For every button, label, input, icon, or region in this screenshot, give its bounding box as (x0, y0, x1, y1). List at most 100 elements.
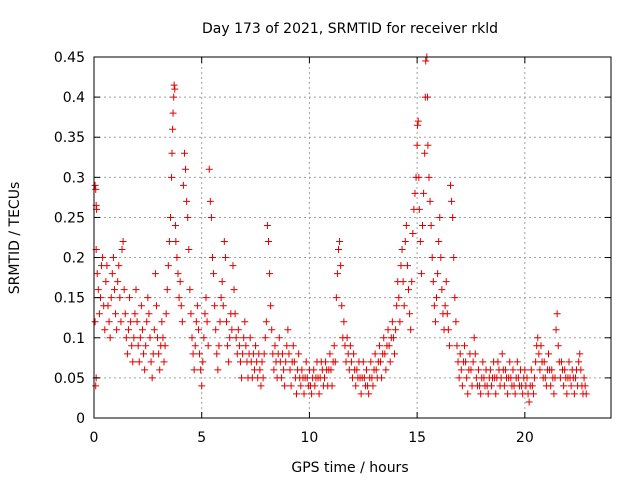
data-point (182, 165, 190, 173)
data-point (295, 350, 303, 358)
data-points (91, 53, 590, 406)
data-point (554, 342, 562, 350)
data-point (449, 213, 457, 221)
data-point (138, 326, 146, 334)
data-point (277, 374, 285, 382)
data-point (375, 342, 383, 350)
data-point (187, 310, 195, 318)
data-point (450, 254, 458, 262)
data-point (419, 221, 427, 229)
data-point (131, 310, 139, 318)
data-point (461, 342, 469, 350)
data-point (479, 358, 487, 366)
data-point (166, 213, 174, 221)
y-tick-label: 0.05 (54, 371, 85, 387)
data-point (310, 366, 318, 374)
data-point (110, 286, 118, 294)
data-point (396, 318, 404, 326)
data-point (136, 334, 144, 342)
data-point (429, 278, 437, 286)
data-point (171, 85, 179, 93)
data-point (173, 254, 181, 262)
data-point (231, 310, 239, 318)
data-point (442, 278, 450, 286)
data-point (525, 398, 533, 406)
data-point (398, 246, 406, 254)
data-point (239, 350, 247, 358)
data-point (437, 254, 445, 262)
data-point (283, 342, 291, 350)
data-point (189, 350, 197, 358)
data-point (261, 334, 269, 342)
data-point (462, 358, 470, 366)
data-point (536, 366, 544, 374)
data-point (300, 390, 308, 398)
data-point (130, 334, 138, 342)
data-point (452, 318, 460, 326)
data-point (191, 342, 199, 350)
data-point (455, 374, 463, 382)
data-point (513, 358, 521, 366)
data-point (114, 278, 122, 286)
data-point (357, 390, 365, 398)
data-point (176, 278, 184, 286)
data-point (135, 358, 143, 366)
data-point (308, 390, 316, 398)
data-point (456, 350, 464, 358)
data-point (105, 318, 113, 326)
data-point (433, 294, 441, 302)
data-point (205, 165, 213, 173)
x-axis-label: GPS time / hours (291, 460, 408, 476)
data-point (570, 390, 578, 398)
data-point (426, 197, 434, 205)
data-point (174, 270, 182, 278)
data-point (484, 390, 492, 398)
data-point (353, 366, 361, 374)
data-point (143, 318, 151, 326)
data-point (571, 374, 579, 382)
data-point (347, 358, 355, 366)
data-point (435, 238, 443, 246)
data-point (115, 262, 123, 270)
data-point (414, 121, 422, 129)
data-point (107, 294, 115, 302)
y-axis-label: SRMTID / TECUs (7, 182, 23, 295)
data-point (289, 342, 297, 350)
data-point (467, 366, 475, 374)
data-point (179, 181, 187, 189)
data-point (395, 294, 403, 302)
data-point (444, 326, 452, 334)
data-point (118, 246, 126, 254)
data-point (246, 334, 254, 342)
data-point (211, 302, 219, 310)
data-point (196, 350, 204, 358)
data-point (420, 189, 428, 197)
data-point (158, 318, 166, 326)
data-point (552, 326, 560, 334)
data-point (541, 374, 549, 382)
data-point (164, 262, 172, 270)
data-point (416, 238, 424, 246)
data-point (287, 382, 295, 390)
data-point (369, 382, 377, 390)
data-point (545, 350, 553, 358)
data-point (185, 246, 193, 254)
data-point (194, 326, 202, 334)
data-point (122, 334, 130, 342)
data-point (266, 270, 274, 278)
data-point (285, 350, 293, 358)
data-point (322, 358, 330, 366)
data-point (315, 390, 323, 398)
data-point (284, 326, 292, 334)
data-point (413, 141, 421, 149)
y-tick-label: 0.2 (63, 251, 85, 267)
data-point (91, 318, 99, 326)
data-point (119, 238, 127, 246)
data-point (400, 302, 408, 310)
y-tick-label: 0.45 (54, 50, 85, 66)
data-point (326, 350, 334, 358)
data-point (270, 366, 278, 374)
data-point (200, 334, 208, 342)
data-point (346, 342, 354, 350)
data-point (492, 390, 500, 398)
